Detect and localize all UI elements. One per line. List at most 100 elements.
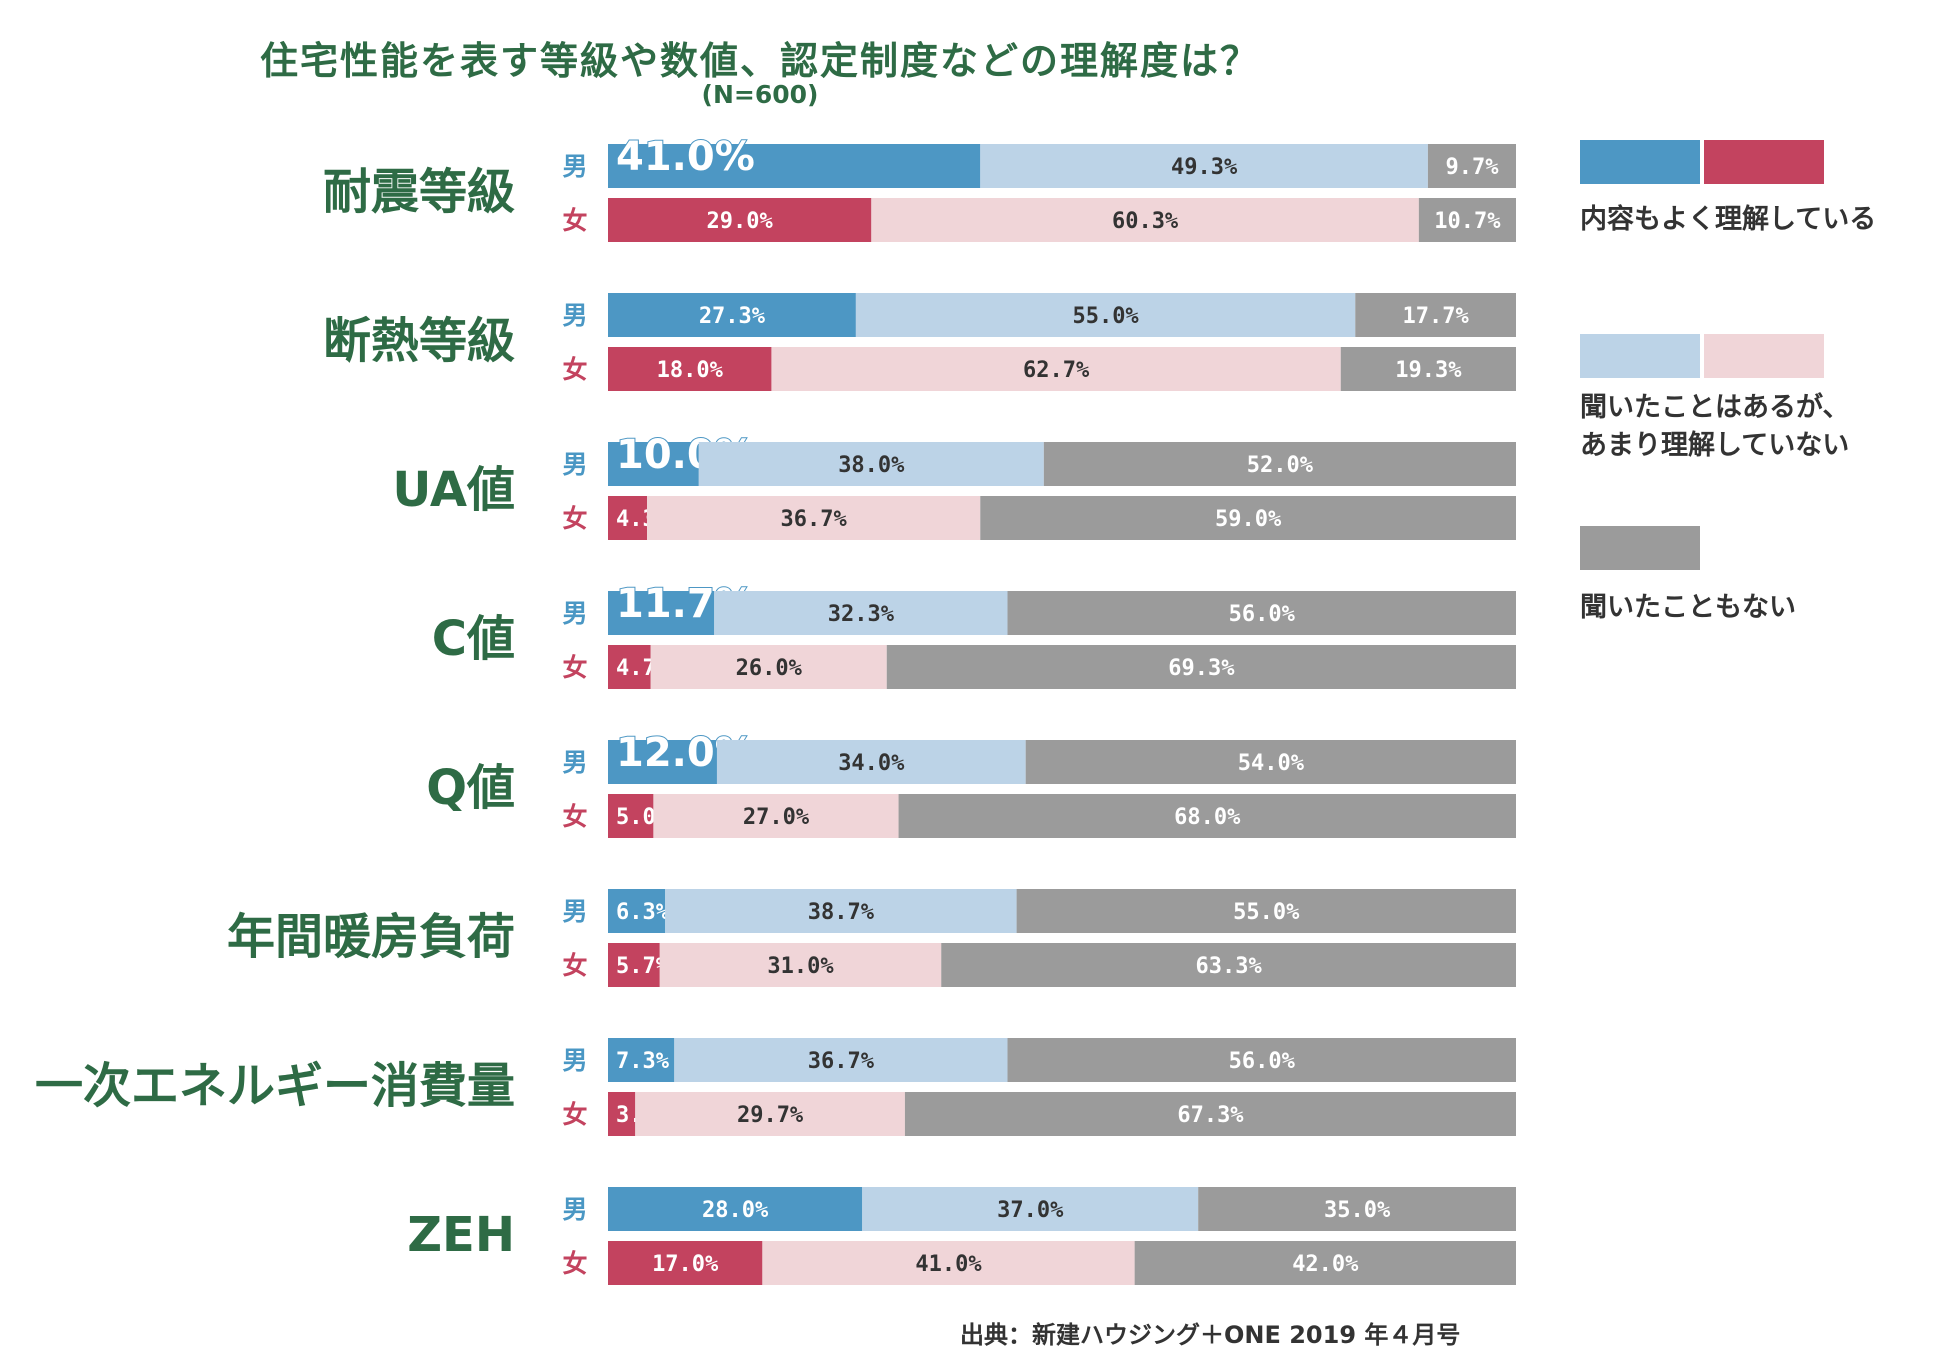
bar-segment bbox=[665, 889, 1017, 933]
bar-segment bbox=[714, 591, 1008, 635]
bar-segment bbox=[635, 1092, 905, 1136]
group-label-male: 男 bbox=[562, 897, 587, 926]
bar-segment bbox=[871, 198, 1419, 242]
data-label: 10.7% bbox=[1434, 209, 1501, 234]
data-label: 34.0% bbox=[838, 751, 905, 776]
bar-segment bbox=[1134, 1241, 1516, 1285]
group-label-male: 男 bbox=[562, 152, 587, 181]
bar-segment bbox=[608, 198, 872, 242]
data-label: 54.0% bbox=[1238, 751, 1305, 776]
bar-segment bbox=[716, 740, 1026, 784]
data-label: 49.3% bbox=[1171, 155, 1238, 180]
data-label: 17.7% bbox=[1403, 304, 1470, 329]
data-label: 35.0% bbox=[1324, 1198, 1391, 1223]
bar-segment bbox=[1007, 591, 1516, 635]
bar-segment bbox=[698, 442, 1044, 486]
group-label-male: 男 bbox=[562, 1046, 587, 1075]
category-label: UA値 bbox=[392, 462, 515, 518]
category-label: 耐震等級 bbox=[323, 164, 515, 220]
category-label: Q値 bbox=[426, 760, 515, 816]
data-label: 56.0% bbox=[1229, 1049, 1296, 1074]
bar-segment bbox=[608, 1092, 636, 1136]
bar-segment bbox=[674, 1038, 1008, 1082]
legend-label-heard-line1: 聞いたことはあるが、 bbox=[1580, 392, 1850, 423]
group-label-male: 男 bbox=[562, 748, 587, 777]
chart-subtitle: (N=600) bbox=[701, 80, 819, 109]
group-label-male: 男 bbox=[562, 301, 587, 330]
bar-segment bbox=[886, 645, 1516, 689]
bar-segment bbox=[1043, 442, 1516, 486]
bar-segment bbox=[1025, 740, 1516, 784]
data-label: 60.3% bbox=[1112, 209, 1179, 234]
legend-swatch-understand-male bbox=[1580, 140, 1700, 184]
group-label-female: 女 bbox=[562, 653, 587, 682]
data-label: 29.0% bbox=[707, 209, 774, 234]
data-label: 55.0% bbox=[1072, 304, 1139, 329]
bar-segment bbox=[1340, 347, 1516, 391]
bar-segment bbox=[904, 1092, 1516, 1136]
data-label: 26.0% bbox=[736, 656, 803, 681]
group-label-male: 男 bbox=[562, 1195, 587, 1224]
data-label: 29.7% bbox=[737, 1103, 804, 1128]
data-label: 31.0% bbox=[767, 954, 834, 979]
data-label: 56.0% bbox=[1229, 602, 1296, 627]
bar-segment bbox=[608, 1038, 675, 1082]
legend-label-heard-line2: あまり理解していない bbox=[1580, 430, 1850, 461]
data-label: 38.7% bbox=[808, 900, 875, 925]
group-label-female: 女 bbox=[562, 951, 587, 980]
data-label: 69.3% bbox=[1168, 656, 1235, 681]
legend-label-never: 聞いたこともない bbox=[1580, 592, 1796, 623]
bar-segment bbox=[1427, 144, 1516, 188]
data-label: 18.0% bbox=[657, 358, 724, 383]
bar-segment bbox=[650, 645, 887, 689]
data-label: 38.0% bbox=[838, 453, 905, 478]
data-label: 62.7% bbox=[1023, 358, 1090, 383]
bar-segment bbox=[653, 794, 899, 838]
legend-swatch-heard-female bbox=[1704, 334, 1824, 378]
bar-segment bbox=[1418, 198, 1516, 242]
bar-segment bbox=[608, 442, 699, 486]
group-label-male: 男 bbox=[562, 450, 587, 479]
bar-segment bbox=[608, 144, 981, 188]
bar-segment bbox=[608, 794, 654, 838]
data-label: 7.3% bbox=[616, 1049, 670, 1074]
data-label: 63.3% bbox=[1196, 954, 1263, 979]
bar-segment bbox=[771, 347, 1341, 391]
bar-segment bbox=[608, 740, 717, 784]
category-label: 年間暖房負荷 bbox=[227, 909, 515, 965]
bar-segment bbox=[608, 645, 651, 689]
data-label: 6.3% bbox=[616, 900, 670, 925]
data-label: 42.0% bbox=[1292, 1252, 1359, 1277]
data-label: 68.0% bbox=[1174, 805, 1241, 830]
bar-segment bbox=[855, 293, 1356, 337]
bar-segment bbox=[647, 496, 981, 540]
bar-segment bbox=[608, 1187, 863, 1231]
bar-segment bbox=[762, 1241, 1135, 1285]
legend-swatch-heard-male bbox=[1580, 334, 1700, 378]
bar-segment bbox=[608, 591, 715, 635]
bar-segment bbox=[608, 347, 772, 391]
bar-segment bbox=[1198, 1187, 1516, 1231]
bar-segment bbox=[608, 889, 666, 933]
group-label-female: 女 bbox=[562, 1249, 587, 1278]
chart-title: 住宅性能を表す等級や数値、認定制度などの理解度は？ bbox=[259, 39, 1260, 83]
bar-segment bbox=[1007, 1038, 1516, 1082]
bar-segment bbox=[659, 943, 942, 987]
legend-swatch-never bbox=[1580, 526, 1700, 570]
data-label: 36.7% bbox=[781, 507, 848, 532]
data-label: 52.0% bbox=[1247, 453, 1314, 478]
group-label-female: 女 bbox=[562, 1100, 587, 1129]
data-label: 59.0% bbox=[1215, 507, 1282, 532]
bar-segment bbox=[980, 144, 1428, 188]
category-label: C値 bbox=[432, 611, 515, 667]
data-label: 27.3% bbox=[699, 304, 766, 329]
bar-segment bbox=[608, 293, 856, 337]
data-label: 32.3% bbox=[828, 602, 895, 627]
data-label: 28.0% bbox=[702, 1198, 769, 1223]
bar-segment bbox=[608, 1241, 763, 1285]
category-label: ZEH bbox=[407, 1207, 515, 1263]
bar-segment bbox=[862, 1187, 1199, 1231]
bar-segment bbox=[608, 496, 648, 540]
bar-segment bbox=[980, 496, 1516, 540]
